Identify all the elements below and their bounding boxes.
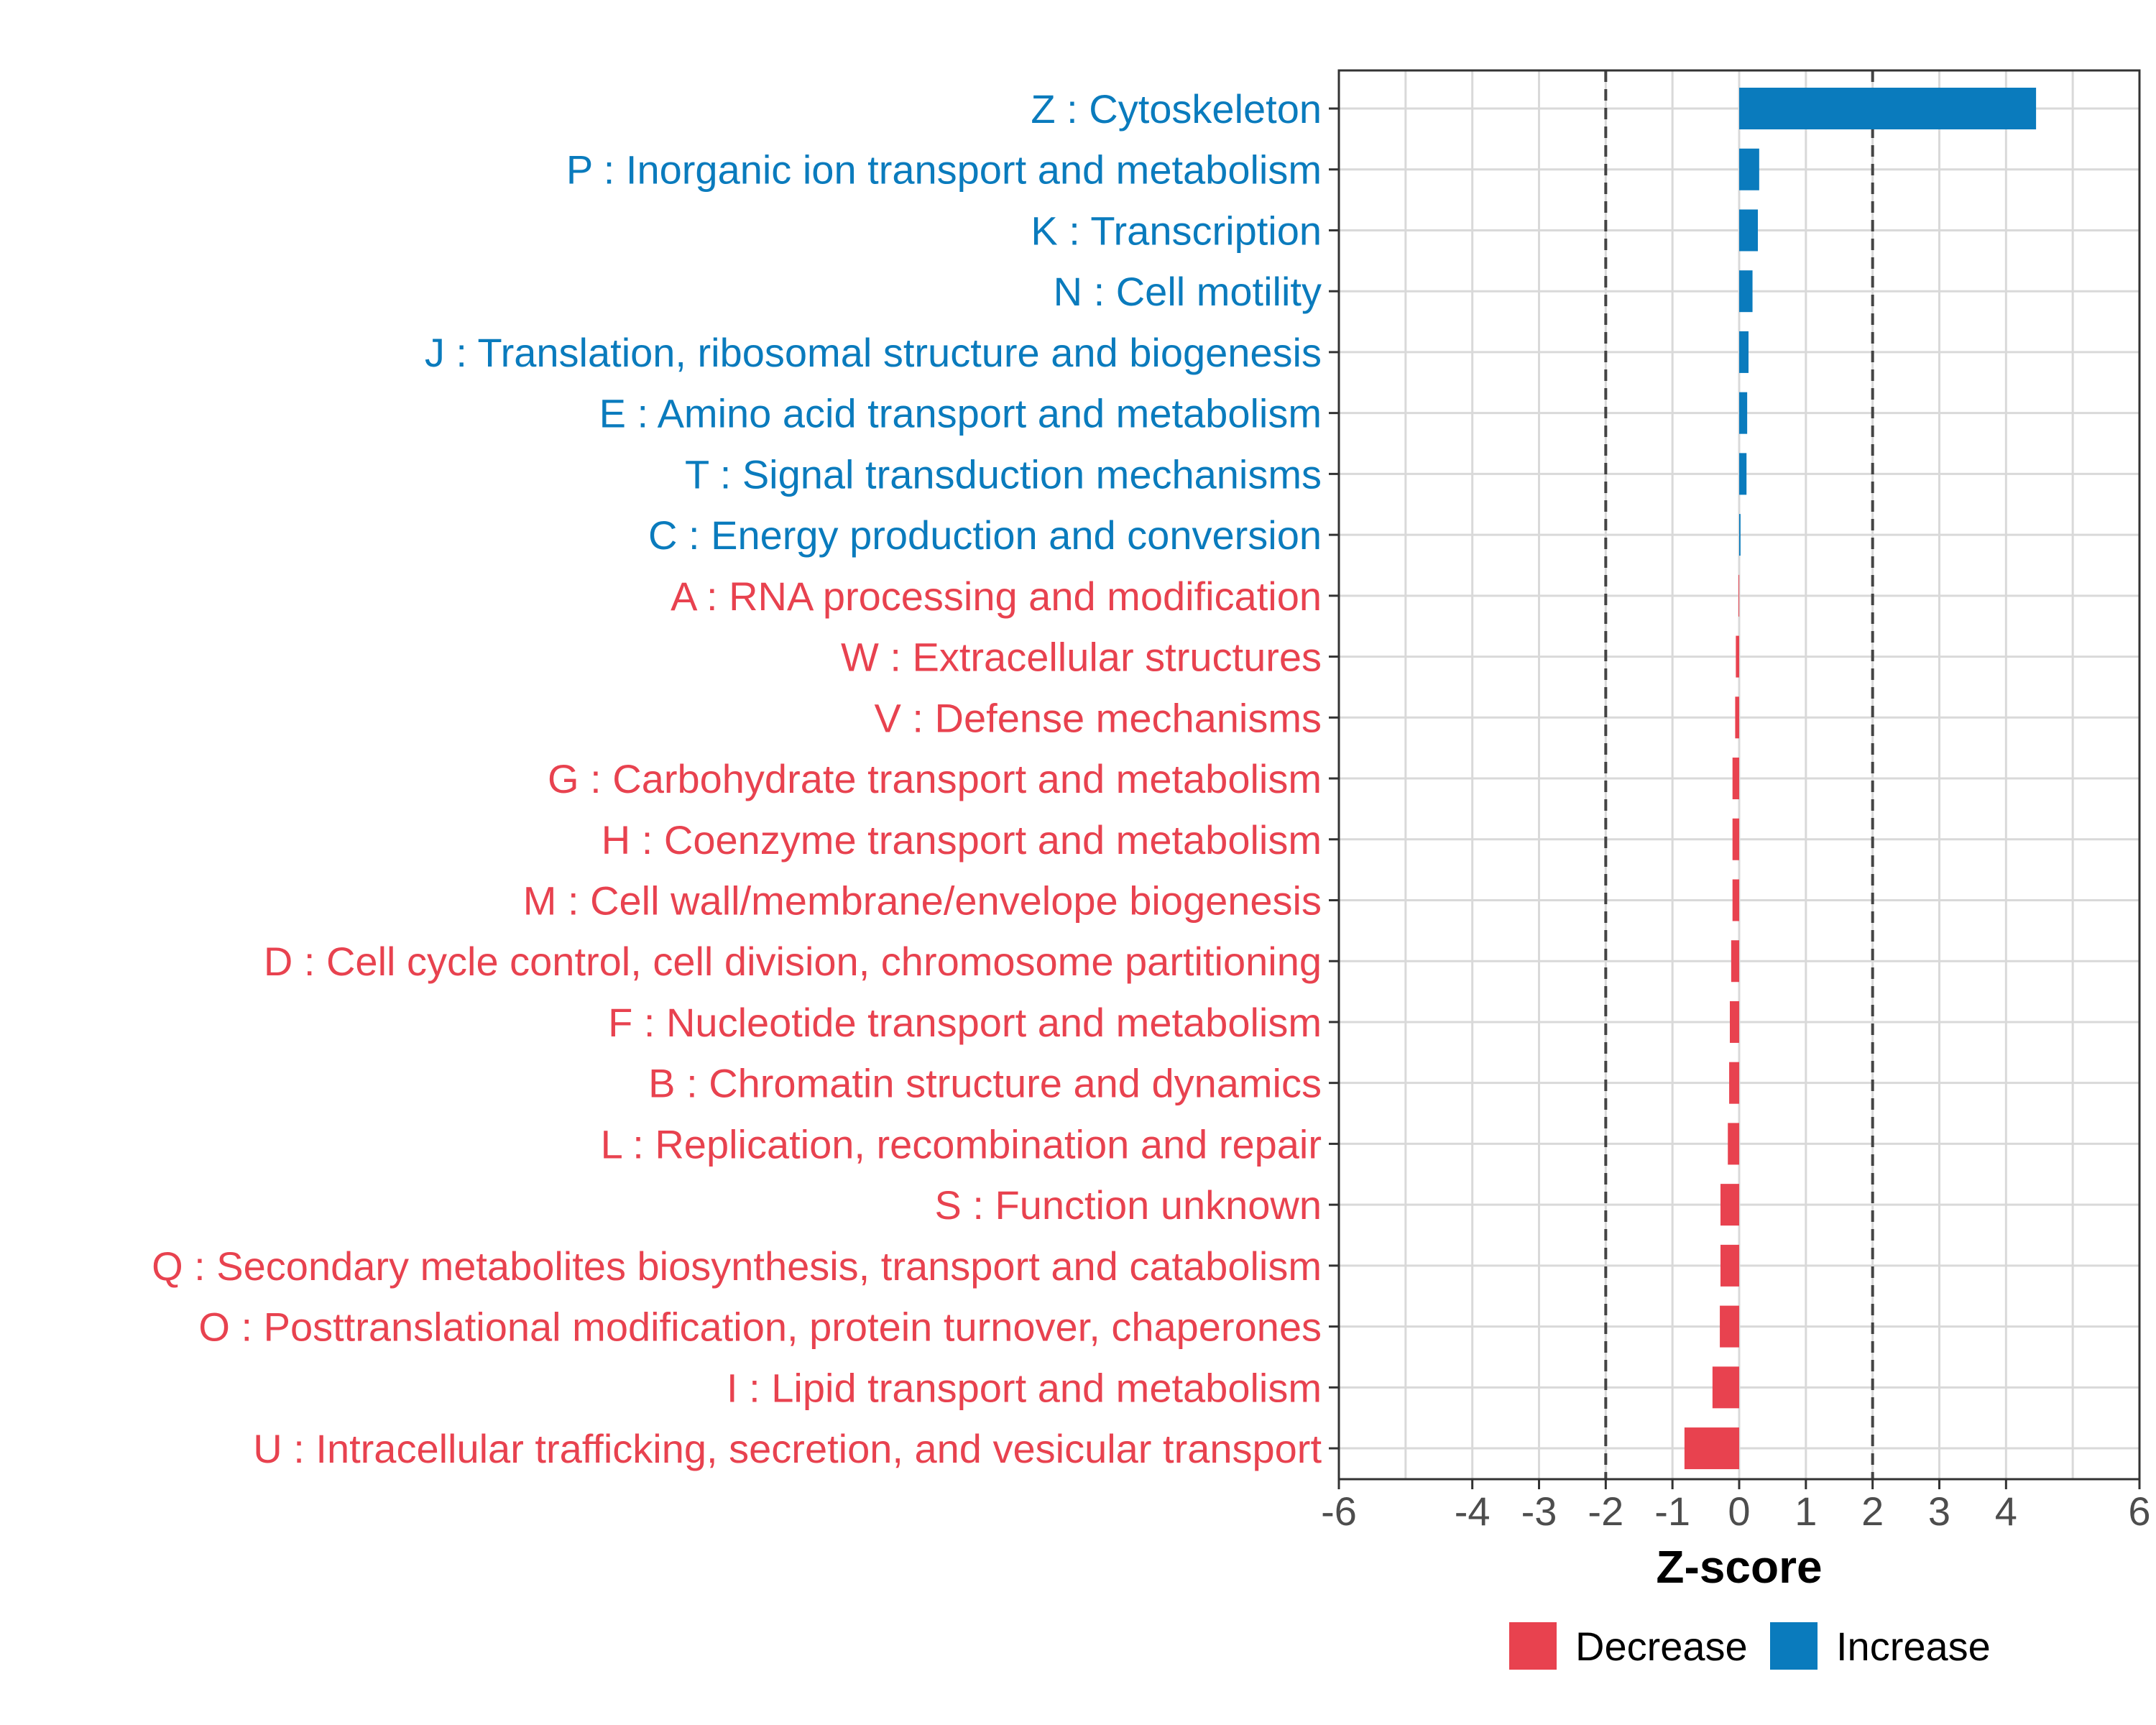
category-label: I : Lipid transport and metabolism	[727, 1365, 1322, 1410]
category-label: U : Intracellular trafficking, secretion…	[253, 1426, 1322, 1471]
category-label: S : Function unknown	[934, 1182, 1322, 1228]
category-label: A : RNA processing and modification	[671, 574, 1322, 619]
category-label: Z : Cytoskeleton	[1031, 86, 1322, 132]
x-tick-label: 2	[1861, 1489, 1884, 1534]
bar	[1739, 209, 1758, 252]
bar	[1720, 1244, 1739, 1287]
legend: Decrease Increase	[1509, 1622, 1991, 1670]
bar	[1712, 1366, 1739, 1409]
bar	[1738, 574, 1740, 617]
bar	[1732, 879, 1739, 921]
category-label: D : Cell cycle control, cell division, c…	[264, 939, 1322, 984]
category-label: O : Posttranslational modification, prot…	[198, 1305, 1322, 1350]
x-tick-label: 4	[1995, 1489, 2017, 1534]
category-label: E : Amino acid transport and metabolism	[599, 391, 1322, 436]
bar	[1728, 1123, 1739, 1165]
legend-label: Increase	[1836, 1624, 1991, 1669]
x-tick-label: 1	[1795, 1489, 1817, 1534]
category-label: W : Extracellular structures	[841, 635, 1322, 680]
bar	[1739, 453, 1747, 495]
category-label: P : Inorganic ion transport and metaboli…	[566, 147, 1322, 193]
x-tick-label: -3	[1521, 1489, 1557, 1534]
bar	[1684, 1427, 1739, 1470]
category-label: B : Chromatin structure and dynamics	[648, 1061, 1322, 1106]
legend-label: Decrease	[1575, 1624, 1748, 1669]
category-label: V : Defense mechanisms	[875, 695, 1322, 740]
category-label: T : Signal transduction mechanisms	[685, 451, 1322, 497]
bar	[1729, 1062, 1739, 1104]
bar	[1730, 1000, 1739, 1043]
category-labels: Z : Cytoskeleton P : Inorganic ion transp…	[152, 86, 1322, 1471]
bar	[1739, 270, 1753, 313]
category-label: L : Replication, recombination and repai…	[601, 1121, 1322, 1167]
category-label: N : Cell motility	[1054, 269, 1322, 314]
x-tick-label: -6	[1321, 1489, 1357, 1534]
category-label: C : Energy production and conversion	[648, 512, 1322, 558]
bar	[1739, 514, 1741, 556]
category-label: K : Transcription	[1031, 208, 1322, 253]
category-label: Q : Secondary metabolites biosynthesis, …	[152, 1243, 1322, 1289]
reference-lines	[1604, 70, 1874, 1479]
y-ticks	[1329, 107, 1339, 1450]
bar	[1731, 940, 1739, 983]
category-label: G : Carbohydrate transport and metabolis…	[548, 756, 1322, 801]
bar	[1739, 392, 1748, 434]
x-tick-label: 6	[2128, 1489, 2150, 1534]
bars	[1684, 88, 2037, 1470]
legend-swatch	[1509, 1622, 1557, 1670]
x-tick-label: -4	[1455, 1489, 1491, 1534]
category-label: J : Translation, ribosomal structure and…	[425, 330, 1322, 375]
bar	[1739, 148, 1759, 190]
x-tick-label: 3	[1928, 1489, 1950, 1534]
x-tick-label: -2	[1588, 1489, 1623, 1534]
category-label: F : Nucleotide transport and metabolism	[608, 1000, 1322, 1045]
legend-swatch	[1770, 1622, 1818, 1670]
bar	[1736, 635, 1739, 678]
x-tick-label: 0	[1728, 1489, 1750, 1534]
bar	[1720, 1184, 1739, 1226]
bar	[1732, 818, 1739, 860]
bar	[1720, 1305, 1739, 1348]
bar	[1732, 758, 1739, 800]
category-label: M : Cell wall/membrane/envelope biogenes…	[523, 878, 1322, 923]
bar	[1735, 696, 1739, 739]
x-tick-label: -1	[1654, 1489, 1690, 1534]
x-axis-title: Z-score	[1656, 1541, 1822, 1593]
category-label: H : Coenzyme transport and metabolism	[602, 817, 1322, 862]
x-ticks: -6 -4 -3 -2 -1 0 1 2 3 4 6	[1321, 1479, 2151, 1534]
bar	[1739, 331, 1749, 373]
bar	[1739, 88, 2037, 129]
